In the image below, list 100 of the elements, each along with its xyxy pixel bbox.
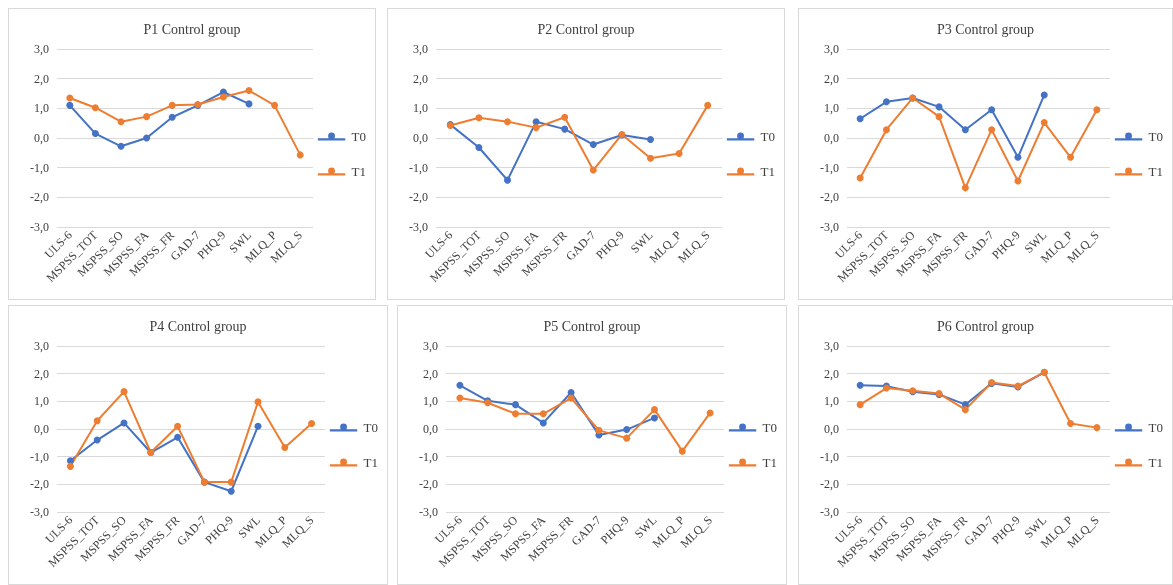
point (675, 149, 683, 157)
point (561, 125, 569, 133)
legend-label: T0 (1148, 420, 1164, 435)
point (456, 381, 464, 389)
point (532, 124, 540, 132)
chart-title: P5 Control group (543, 318, 641, 334)
point (219, 93, 227, 101)
y-tick-label: -3,0 (820, 505, 839, 519)
point (856, 381, 864, 389)
chart-title: P2 Control group (537, 21, 635, 37)
y-tick-label: -1,0 (409, 160, 428, 175)
y-tick-label: 1,0 (34, 394, 49, 409)
point (595, 426, 603, 434)
point (1067, 419, 1075, 427)
y-tick-label: 2,0 (423, 366, 438, 381)
y-tick-label: 1,0 (824, 394, 839, 409)
y-tick-label: -1,0 (820, 160, 839, 175)
legend-label: T1 (760, 164, 776, 179)
point (856, 115, 864, 123)
point (647, 154, 654, 162)
legend-label: T0 (1148, 129, 1164, 144)
point (66, 101, 74, 109)
y-tick-label: -1,0 (30, 160, 49, 175)
y-tick-label: 3,0 (34, 42, 49, 56)
point (704, 101, 712, 109)
point (174, 433, 182, 441)
y-tick-label: -3,0 (30, 505, 49, 519)
legend-label: T1 (1148, 455, 1164, 470)
legend-label: T0 (351, 129, 367, 144)
y-tick-label: 2,0 (413, 71, 428, 86)
point (120, 388, 128, 396)
point (561, 113, 569, 121)
legend-label: T1 (762, 455, 778, 470)
point (882, 126, 890, 134)
legend-label: T1 (363, 455, 379, 470)
point (143, 113, 151, 121)
point (117, 142, 125, 150)
point (961, 406, 969, 414)
point (143, 134, 151, 142)
y-tick-label: 0,0 (413, 131, 428, 145)
legend-label: T0 (762, 420, 778, 435)
point (539, 419, 547, 427)
chart-title: P1 Control group (143, 21, 241, 37)
chart-title: P6 Control group (936, 318, 1035, 334)
point (66, 457, 74, 465)
legend-label: T1 (1148, 164, 1164, 179)
chart-title: P3 Control group (936, 21, 1035, 37)
point (647, 135, 654, 143)
point (117, 118, 125, 126)
point (1093, 106, 1101, 114)
point (245, 87, 253, 95)
point (296, 151, 304, 159)
point (66, 94, 74, 102)
y-tick-label: 3,0 (824, 42, 839, 56)
legend-label: T0 (760, 129, 776, 144)
y-tick-label: 2,0 (824, 71, 839, 86)
y-tick-label: 1,0 (824, 101, 839, 116)
point (475, 114, 483, 122)
y-tick-label: 1,0 (423, 394, 438, 409)
point (651, 414, 658, 422)
y-tick-label: 2,0 (34, 71, 49, 86)
point (856, 401, 864, 409)
point (227, 487, 235, 495)
y-tick-label: -3,0 (419, 505, 438, 519)
point (227, 478, 235, 486)
y-tick-label: -1,0 (419, 449, 438, 464)
y-tick-label: -2,0 (30, 190, 49, 205)
y-tick-label: -1,0 (820, 449, 839, 464)
point (1067, 153, 1075, 161)
y-tick-label: -1,0 (30, 449, 49, 464)
point (935, 103, 943, 111)
y-tick-label: 2,0 (824, 366, 839, 381)
point (512, 401, 519, 409)
point (988, 106, 996, 114)
point (271, 101, 279, 109)
point (589, 166, 597, 174)
legend-label: T0 (363, 420, 379, 435)
point (539, 410, 547, 418)
y-tick-label: 0,0 (824, 422, 839, 436)
point (91, 130, 99, 138)
point (1040, 119, 1048, 127)
point (66, 462, 74, 470)
point (174, 422, 182, 430)
point (308, 419, 316, 427)
point (623, 426, 631, 434)
point (532, 118, 540, 126)
point (475, 143, 483, 151)
y-tick-label: -3,0 (820, 220, 839, 234)
y-tick-label: -2,0 (820, 477, 839, 492)
y-tick-label: 0,0 (824, 131, 839, 145)
point (623, 434, 631, 442)
point (961, 126, 969, 134)
point (961, 184, 969, 192)
y-tick-label: -3,0 (409, 220, 428, 234)
point (589, 141, 597, 149)
point (1040, 91, 1048, 99)
point (168, 113, 176, 121)
y-tick-label: -2,0 (30, 477, 49, 492)
point (988, 126, 996, 134)
y-tick-label: 3,0 (413, 42, 428, 56)
